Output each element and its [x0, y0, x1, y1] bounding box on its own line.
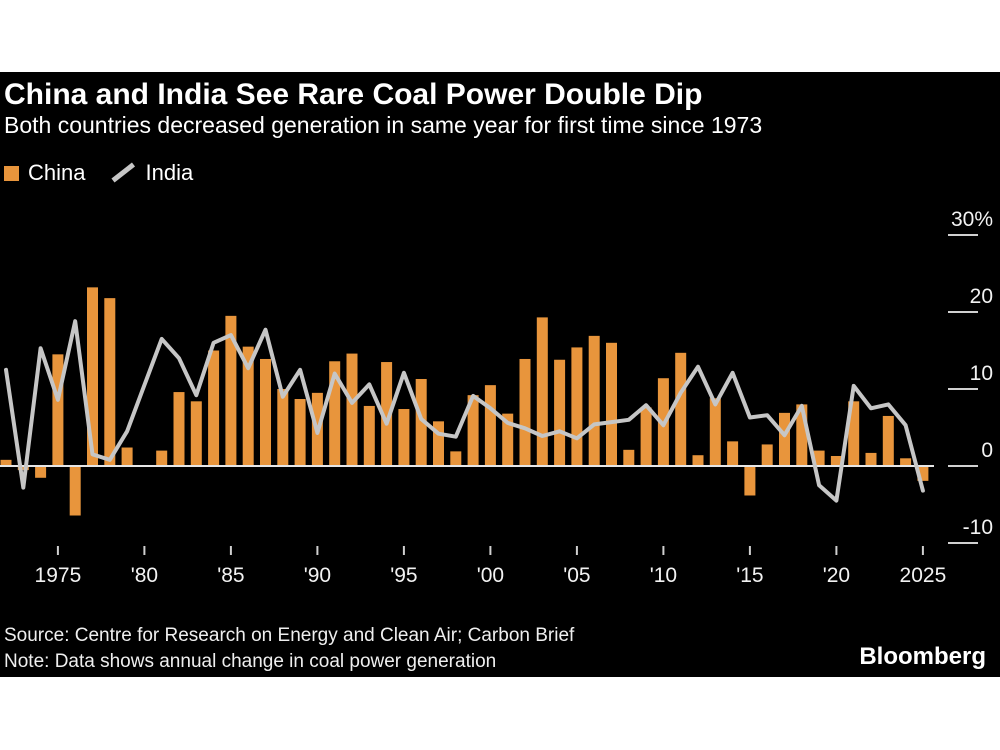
svg-text:20: 20 [970, 285, 993, 308]
bar-2004 [554, 359, 566, 466]
bar-1998 [450, 451, 462, 466]
bar-2011 [675, 352, 687, 466]
bar-2008 [623, 449, 635, 466]
svg-text:'05: '05 [563, 564, 590, 587]
bar-2024 [900, 458, 912, 466]
bar-1975 [52, 354, 64, 466]
bar-2013 [709, 398, 721, 466]
svg-text:'95: '95 [390, 564, 417, 587]
bar-1996 [415, 378, 427, 466]
india-legend-slash-icon [111, 163, 137, 183]
bar-2025 [917, 467, 929, 481]
svg-text:'90: '90 [304, 564, 331, 587]
bar-2001 [502, 413, 514, 466]
bar-1989 [294, 399, 306, 466]
bar-1972 [0, 459, 12, 466]
bar-1986 [242, 346, 254, 466]
bar-1978 [104, 298, 116, 466]
svg-text:0: 0 [981, 439, 993, 462]
india-legend-label: India [145, 160, 194, 185]
bar-1988 [277, 389, 289, 466]
bar-1974 [35, 467, 47, 478]
x-axis: 1975 '80 '85 '90 '95 '00 '05 '10 '15 '20 2025 [35, 546, 947, 587]
bar-1976 [69, 467, 81, 516]
note-line: Note: Data shows annual change in coal p… [4, 651, 497, 672]
bar-2022 [865, 452, 877, 466]
chart-subtitle: Both countries decreased generation in s… [4, 112, 763, 138]
svg-text:'85: '85 [217, 564, 244, 587]
bar-1982 [173, 392, 185, 466]
bar-1993 [363, 405, 375, 466]
bar-1987 [260, 358, 271, 466]
china-legend-swatch-icon [4, 165, 19, 181]
svg-text:'15: '15 [736, 564, 763, 587]
bar-1977 [87, 287, 98, 466]
bar-2017 [779, 412, 790, 466]
footnotes: Source: Centre for Research on Energy an… [4, 623, 574, 675]
legend: China India [4, 160, 193, 186]
bar-2019 [813, 450, 825, 466]
svg-text:'10: '10 [650, 564, 677, 587]
bar-1994 [381, 362, 393, 466]
svg-text:2025: 2025 [900, 564, 947, 587]
bar-2009 [640, 407, 652, 466]
bar-2020 [830, 455, 842, 466]
y-axis: 30% 20 10 0 -10 [948, 208, 993, 544]
bar-2006 [588, 335, 600, 466]
bar-1995 [398, 409, 410, 466]
bar-1999 [467, 395, 479, 466]
source-line: Source: Centre for Research on Energy an… [4, 625, 575, 646]
bar-2005 [571, 347, 583, 466]
svg-text:1975: 1975 [35, 564, 82, 587]
chart-card: China and India See Rare Coal Power Doub… [0, 72, 1000, 677]
bar-2021 [848, 401, 860, 466]
svg-text:'20: '20 [823, 564, 850, 587]
bar-2023 [882, 415, 894, 466]
bar-1997 [433, 421, 444, 466]
svg-text:10: 10 [970, 362, 993, 385]
bar-1979 [121, 447, 133, 466]
bar-1985 [225, 315, 237, 466]
bar-1981 [156, 450, 168, 466]
bar-2014 [727, 441, 739, 466]
bar-2000 [484, 385, 496, 466]
china-legend-label: China [28, 160, 86, 185]
bar-1973 [17, 467, 29, 471]
bar-1983 [190, 401, 202, 466]
bar-2012 [692, 455, 704, 466]
svg-text:'80: '80 [131, 564, 158, 587]
bar-2018 [796, 404, 808, 466]
bar-1984 [208, 350, 220, 466]
bar-2002 [519, 358, 531, 466]
bar-1992 [346, 353, 358, 466]
bar-2003 [536, 317, 548, 466]
chart-title: China and India See Rare Coal Power Doub… [4, 78, 703, 111]
chart-area: 30% 20 10 0 -10 1975 '80 '85 '90 '95 '00 '05 '10 '15 '… [0, 190, 1000, 600]
svg-text:'00: '00 [477, 564, 504, 587]
bar-2015 [744, 467, 756, 496]
chart-svg: 30% 20 10 0 -10 1975 '80 '85 '90 '95 '00 '05 '10 '15 '… [0, 208, 993, 587]
svg-text:-10: -10 [963, 516, 993, 539]
bar-1991 [329, 361, 341, 466]
bar-2016 [761, 444, 773, 466]
bar-2007 [606, 342, 617, 466]
bloomberg-logo: Bloomberg [859, 643, 986, 670]
india-line [4, 319, 925, 503]
svg-text:30%: 30% [951, 208, 993, 231]
